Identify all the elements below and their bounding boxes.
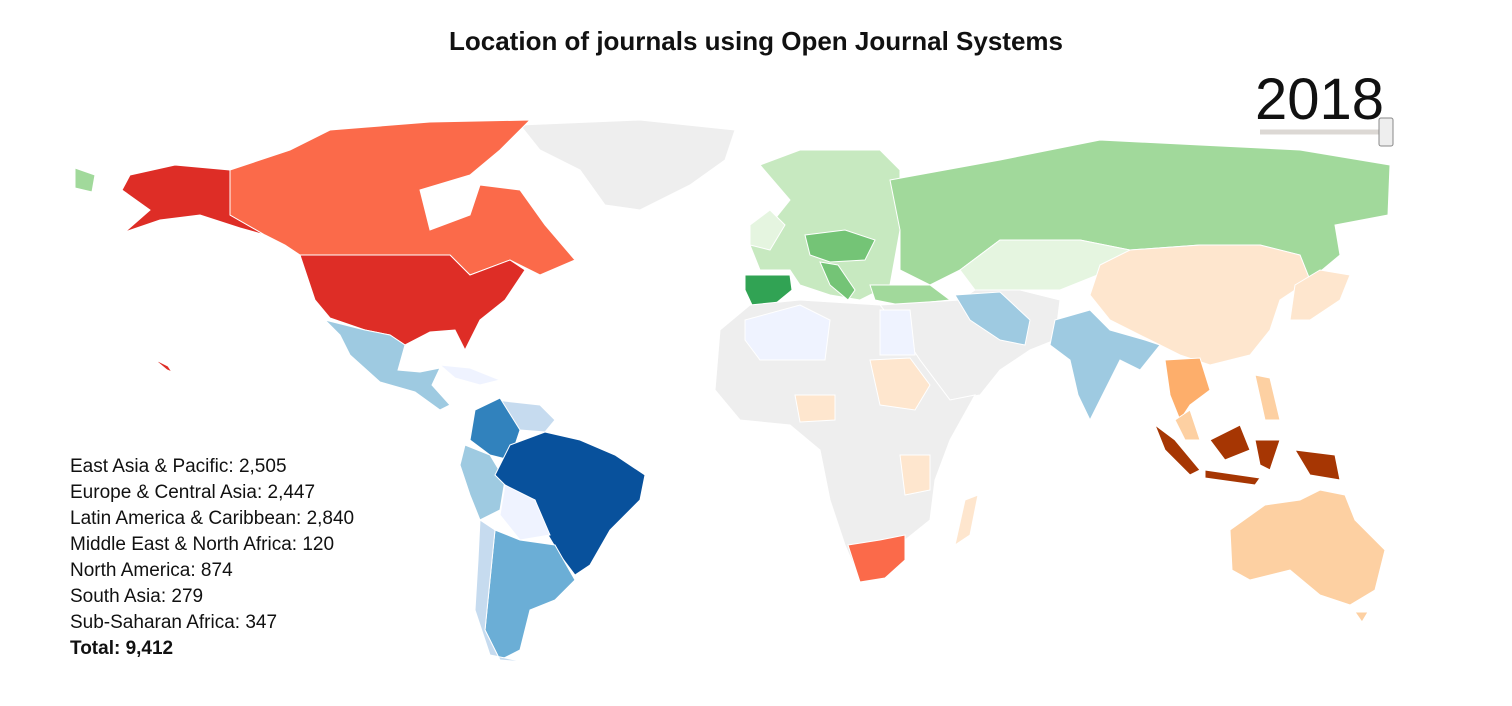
country — [121, 164, 266, 236]
country — [323, 319, 451, 411]
country — [1164, 357, 1211, 422]
country — [299, 254, 526, 352]
country — [954, 494, 979, 547]
country — [804, 229, 876, 263]
country — [749, 209, 786, 251]
country — [1354, 611, 1369, 623]
country — [899, 454, 931, 496]
country — [459, 444, 506, 521]
country — [229, 119, 576, 276]
country — [438, 364, 502, 386]
country — [1174, 409, 1201, 441]
country — [154, 359, 174, 374]
country — [474, 519, 526, 663]
country — [74, 167, 96, 193]
year-label: 2018 — [1255, 67, 1385, 132]
country — [1229, 489, 1386, 606]
region-total: Sub-Saharan Africa: 347 — [70, 612, 278, 633]
grand-total: Total: 9,412 — [70, 638, 174, 659]
country — [879, 309, 916, 356]
country — [869, 357, 931, 411]
country — [499, 484, 551, 541]
country — [794, 394, 836, 423]
region-total: Latin America & Caribbean: 2,840 — [70, 508, 355, 529]
region-total: South Asia: 279 — [70, 586, 204, 607]
map-title: Location of journals using Open Journal … — [449, 26, 1063, 56]
country — [744, 304, 831, 361]
region-totals: East Asia & Pacific: 2,505 Europe & Centr… — [70, 454, 354, 662]
country — [1153, 423, 1341, 486]
country — [1089, 244, 1311, 366]
region-total: Europe & Central Asia: 2,447 — [70, 482, 316, 503]
slider-thumb[interactable] — [1378, 117, 1394, 147]
country — [847, 534, 906, 583]
region-total: North America: 874 — [70, 560, 233, 581]
country — [1049, 309, 1161, 422]
country — [518, 119, 736, 211]
country — [1254, 374, 1281, 421]
country — [1289, 269, 1351, 321]
region-total: Middle East & North Africa: 120 — [70, 534, 335, 555]
country — [954, 291, 1031, 346]
country — [819, 261, 856, 301]
region-total: East Asia & Pacific: 2,505 — [70, 456, 287, 477]
